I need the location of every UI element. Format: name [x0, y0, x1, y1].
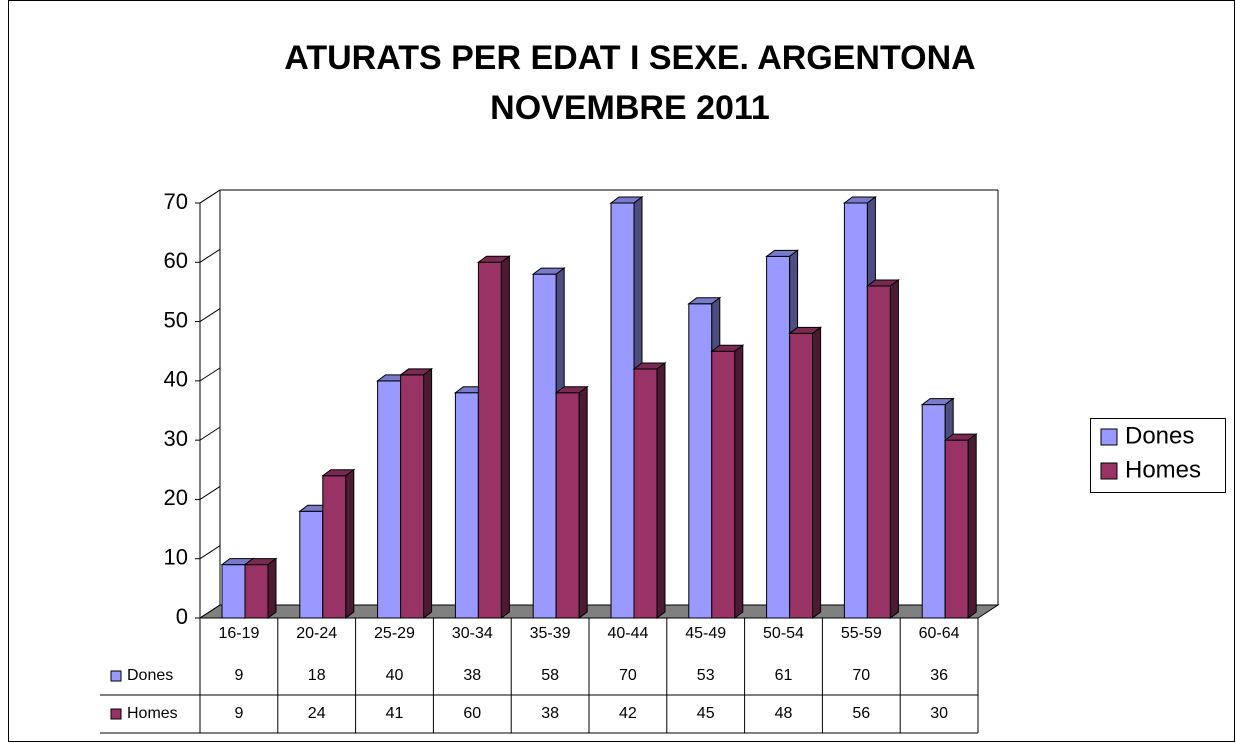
y-tick-label: 10	[164, 545, 188, 570]
table-value: 58	[541, 667, 559, 684]
table-value: 41	[386, 705, 404, 722]
y-tick-diag	[199, 545, 221, 560]
y-tick-label: 30	[164, 426, 188, 451]
table-value: 70	[852, 667, 870, 684]
bar	[243, 557, 278, 619]
table-value: 45	[697, 705, 715, 722]
table-value: 40	[386, 667, 404, 684]
legend-label: Dones	[1125, 422, 1194, 449]
table-value: 9	[234, 705, 243, 722]
x-tick-label: 45-49	[685, 625, 726, 642]
x-tick-label: 20-24	[296, 625, 337, 642]
table-legend-label: Dones	[127, 667, 173, 684]
legend-key	[1100, 428, 1118, 446]
bar	[476, 255, 511, 619]
x-tick-label: 55-59	[841, 625, 882, 642]
bar	[865, 279, 900, 619]
y-tick-diag	[199, 189, 221, 204]
table-value: 18	[308, 667, 326, 684]
y-tick-diag	[199, 367, 221, 382]
bar	[632, 362, 667, 619]
x-tick-label: 30-34	[452, 625, 493, 642]
y-tick-diag	[199, 604, 221, 619]
table-value: 56	[852, 705, 870, 722]
y-tick-label: 20	[164, 485, 188, 510]
table-value: 30	[930, 705, 948, 722]
table-value: 53	[697, 667, 715, 684]
table-value: 24	[308, 705, 326, 722]
table-value: 9	[234, 667, 243, 684]
bar	[788, 326, 823, 619]
x-tick-label: 35-39	[530, 625, 571, 642]
y-tick-diag	[199, 486, 221, 500]
bar	[710, 344, 745, 619]
bar	[943, 433, 978, 619]
y-tick-label: 50	[164, 307, 188, 332]
table-value: 60	[463, 705, 481, 722]
x-tick-label: 40-44	[607, 625, 648, 642]
chart-title: NOVEMBRE 2011	[490, 89, 770, 127]
y-tick-label: 40	[164, 367, 188, 392]
table-value: 38	[541, 705, 559, 722]
table-value: 36	[930, 667, 948, 684]
x-tick-label: 16-19	[218, 625, 259, 642]
table-legend-key	[110, 708, 122, 720]
x-tick-label: 60-64	[919, 625, 960, 642]
legend-label: Homes	[1125, 456, 1201, 483]
x-tick-label: 25-29	[374, 625, 415, 642]
table-value: 38	[463, 667, 481, 684]
x-tick-label: 50-54	[763, 625, 804, 642]
y-tick-label: 70	[164, 189, 188, 214]
y-tick-label: 0	[176, 604, 188, 629]
table-value: 48	[775, 705, 793, 722]
chart-title: ATURATS PER EDAT I SEXE. ARGENTONA	[284, 39, 975, 77]
bar	[321, 468, 356, 619]
table-value: 42	[619, 705, 637, 722]
bar	[399, 367, 434, 619]
y-tick-diag	[199, 248, 221, 263]
y-tick-diag	[199, 308, 221, 322]
table-value: 70	[619, 667, 637, 684]
table-legend-key	[110, 670, 122, 682]
table-value: 61	[775, 667, 793, 684]
table-legend-label: Homes	[127, 705, 178, 722]
bar	[554, 385, 589, 619]
legend-key	[1100, 462, 1118, 480]
y-tick-label: 60	[164, 248, 188, 273]
y-tick-diag	[199, 426, 221, 441]
